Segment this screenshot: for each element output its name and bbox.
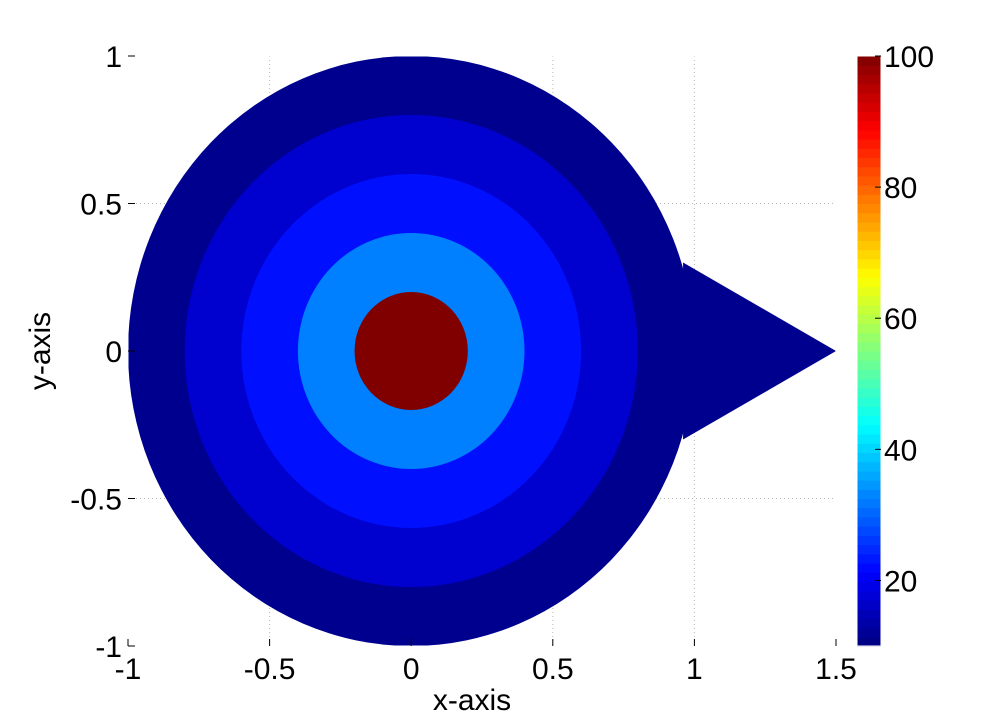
colorbar-segment-36: [857, 304, 881, 315]
colorbar-segment-42: [857, 249, 881, 260]
colorbar-segment-60: [857, 83, 881, 94]
colorbar-segment-3: [857, 609, 881, 619]
contour-level-100: [354, 292, 468, 410]
colorbar-segment-49: [857, 185, 881, 195]
colorbar-segment-29: [857, 369, 881, 380]
colorbar-segment-41: [857, 258, 881, 269]
y-axis-label: y-axis: [24, 312, 57, 390]
contour-fill: [128, 56, 836, 646]
colorbar-segment-28: [857, 378, 881, 389]
colorbar-segment-46: [857, 212, 881, 223]
colorbar-segment-26: [857, 397, 881, 407]
y-tick-label-0: -1: [95, 631, 122, 664]
colorbar-segment-39: [857, 277, 881, 288]
x-tick-label-1: -0.5: [244, 653, 296, 686]
colorbar-segment-37: [857, 295, 881, 306]
colorbar-segment-48: [857, 194, 881, 205]
colorbar-segment-34: [857, 323, 881, 334]
colorbar-segment-21: [857, 443, 881, 454]
colorbar-segment-12: [857, 526, 881, 536]
colorbar-segment-40: [857, 268, 881, 278]
contour-spike: [683, 262, 836, 440]
colorbar-segment-6: [857, 581, 881, 592]
colorbar-segment-44: [857, 231, 881, 241]
colorbar-segment-33: [857, 332, 881, 343]
colorbar-segment-63: [857, 56, 881, 66]
colorbar-segment-54: [857, 138, 881, 149]
x-tick-label-3: 0.5: [532, 653, 574, 686]
colorbar-tick-label-3: 80: [884, 172, 917, 205]
colorbar-segment-17: [857, 480, 881, 490]
colorbar-segment-1: [857, 627, 881, 638]
colorbar-segment-51: [857, 166, 881, 177]
colorbar-frame: [856, 55, 882, 647]
colorbar-segment-43: [857, 240, 881, 251]
axis-ticks: -1 -0.5 0 0.5 1 1.5 -1 -0.5 0 0.5 1: [70, 41, 857, 686]
colorbar-segment-35: [857, 314, 881, 324]
colorbar-segment-2: [857, 618, 881, 629]
x-axis-label: x-axis: [433, 684, 511, 717]
colorbar-segment-18: [857, 470, 881, 481]
colorbar-segment-16: [857, 489, 881, 500]
colorbar: 20 40 60 80 100: [856, 41, 934, 647]
colorbar-segment-50: [857, 175, 881, 186]
colorbar-segment-62: [857, 65, 881, 76]
colorbar-segment-59: [857, 92, 881, 103]
colorbar-segment-7: [857, 572, 881, 583]
colorbar-segment-61: [857, 74, 881, 85]
colorbar-segment-0: [857, 636, 881, 647]
colorbar-segment-9: [857, 553, 881, 564]
colorbar-segment-4: [857, 599, 881, 610]
colorbar-segment-53: [857, 148, 881, 159]
y-tick-label-2: 0: [105, 336, 122, 369]
colorbar-segment-15: [857, 498, 881, 509]
colorbar-segment-23: [857, 424, 881, 435]
colorbar-segment-58: [857, 102, 881, 112]
colorbar-segment-14: [857, 507, 881, 518]
colorbar-segment-55: [857, 129, 881, 140]
colorbar-segment-20: [857, 452, 881, 463]
x-tick-label-2: 0: [403, 653, 420, 686]
colorbar-segment-38: [857, 286, 881, 297]
colorbar-segment-56: [857, 120, 881, 131]
x-tick-label-4: 1: [686, 653, 703, 686]
colorbar-segment-22: [857, 433, 881, 444]
x-tick-label-5: 1.5: [815, 653, 857, 686]
colorbar-segment-32: [857, 341, 881, 352]
y-tick-label-3: 0.5: [80, 189, 122, 222]
colorbar-segment-10: [857, 544, 881, 555]
colorbar-segment-8: [857, 563, 881, 573]
colorbar-segment-27: [857, 387, 881, 398]
y-tick-label-4: 1: [105, 41, 122, 74]
y-tick-label-1: -0.5: [70, 484, 122, 517]
colorbar-segment-31: [857, 351, 881, 361]
colorbar-tick-label-4: 100: [884, 41, 934, 74]
colorbar-segment-47: [857, 203, 881, 214]
colorbar-segment-52: [857, 157, 881, 168]
x-tick-label-0: -1: [115, 653, 142, 686]
colorbar-tick-label-1: 40: [884, 434, 917, 467]
colorbar-segment-25: [857, 406, 881, 417]
colorbar-segment-30: [857, 360, 881, 371]
colorbar-segment-5: [857, 590, 881, 601]
colorbar-segment-24: [857, 415, 881, 426]
colorbar-tick-label-2: 60: [884, 303, 917, 336]
colorbar-segment-13: [857, 516, 881, 527]
colorbar-segment-19: [857, 461, 881, 472]
colorbar-segment-57: [857, 111, 881, 122]
colorbar-segment-45: [857, 221, 881, 232]
colorbar-tick-label-0: 20: [884, 565, 917, 598]
colorbar-segment-11: [857, 535, 881, 546]
